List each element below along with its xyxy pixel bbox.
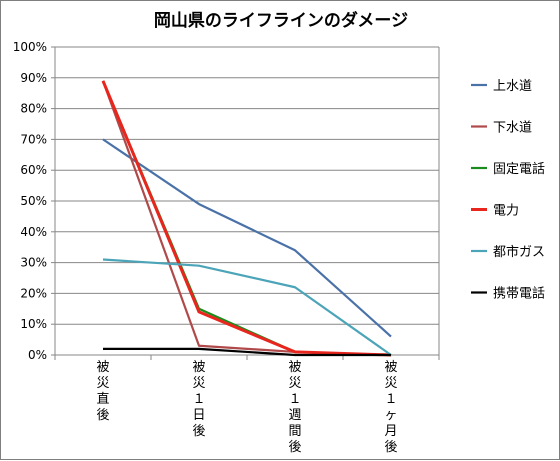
legend-label: 携帯電話 (493, 286, 545, 302)
series-line-5 (103, 347, 391, 357)
y-tick-label: 20% (20, 286, 47, 300)
legend-label: 上水道 (493, 79, 532, 94)
y-tick-label: 50% (20, 194, 47, 208)
x-tick-label: 被災１週間後 (288, 360, 301, 455)
y-tick-label: 0% (28, 348, 47, 362)
x-tick-label: 被災１日後 (192, 360, 205, 439)
y-tick-label: 40% (20, 225, 47, 239)
legend-label: 下水道 (493, 121, 532, 136)
series-line-2 (101, 80, 392, 357)
x-axis-ticks: 被災直後 被災１日後 被災１週間後 被災１ヶ月後 (96, 360, 397, 455)
gridlines (51, 46, 440, 360)
y-tick-label: 10% (20, 317, 47, 331)
y-tick-label: 30% (20, 256, 47, 270)
series-line-4 (102, 258, 392, 356)
y-axis-ticks: 0% 10% 20% 30% 40% 50% 60% 70% 80% 90% 100% (13, 40, 47, 362)
y-tick-label: 70% (20, 132, 47, 146)
series-line-3 (101, 80, 392, 357)
chart-title: 岡山県のライフラインのダメージ (154, 10, 408, 31)
x-tick-label: 被災１ヶ月後 (384, 360, 397, 455)
y-tick-label: 60% (20, 163, 47, 177)
legend-label: 都市ガス (493, 244, 545, 260)
y-tick-label: 80% (20, 102, 47, 116)
y-tick-label: 100% (13, 40, 47, 54)
series-line-1 (101, 80, 392, 357)
y-tick-label: 90% (20, 71, 47, 85)
legend-label: 固定電話 (493, 161, 545, 177)
x-tick-label: 被災直後 (96, 360, 109, 423)
series-lines (101, 80, 392, 357)
legend-label: 電力 (493, 204, 519, 219)
series-line-0 (102, 138, 392, 338)
